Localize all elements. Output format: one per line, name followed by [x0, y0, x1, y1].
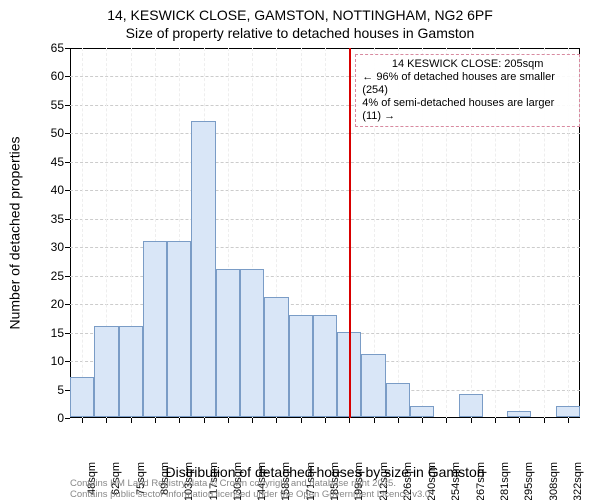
y-tick-mark	[65, 219, 70, 220]
x-tick-mark	[204, 418, 205, 423]
x-tick-mark	[568, 418, 569, 423]
y-tick-mark	[65, 333, 70, 334]
x-tick-mark	[519, 418, 520, 423]
x-tick-mark	[446, 418, 447, 423]
plot-area: 0510152025303540455055606548sqm62sqm75sq…	[70, 48, 580, 418]
x-tick-mark	[544, 418, 545, 423]
histogram-bar	[94, 326, 118, 417]
x-tick-mark	[252, 418, 253, 423]
x-tick-mark	[301, 418, 302, 423]
title-line-2: Size of property relative to detached ho…	[0, 24, 600, 42]
histogram-bar	[167, 241, 191, 417]
y-tick-mark	[65, 190, 70, 191]
gridline-v	[82, 48, 83, 418]
y-tick-mark	[65, 247, 70, 248]
callout-box: 14 KESWICK CLOSE: 205sqm← 96% of detache…	[355, 54, 580, 127]
chart-title: 14, KESWICK CLOSE, GAMSTON, NOTTINGHAM, …	[0, 6, 600, 42]
callout-line: ← 96% of detached houses are smaller (25…	[362, 71, 573, 97]
x-tick-mark	[495, 418, 496, 423]
histogram-bar	[143, 241, 167, 417]
histogram-bar	[313, 315, 337, 417]
y-tick-mark	[65, 76, 70, 77]
x-tick-mark	[106, 418, 107, 423]
footer-attribution: Contains HM Land Registry data © Crown c…	[70, 478, 433, 500]
x-tick-mark	[155, 418, 156, 423]
histogram-bar	[507, 411, 531, 417]
histogram-bar	[361, 354, 385, 417]
x-tick-mark	[276, 418, 277, 423]
histogram-bar	[191, 121, 215, 417]
y-tick-mark	[65, 162, 70, 163]
x-tick-mark	[82, 418, 83, 423]
histogram-bar	[289, 315, 313, 417]
y-tick-mark	[65, 48, 70, 49]
x-tick-mark	[374, 418, 375, 423]
title-line-1: 14, KESWICK CLOSE, GAMSTON, NOTTINGHAM, …	[0, 6, 600, 24]
footer-line-2: Contains public sector information licen…	[70, 489, 433, 500]
x-tick-mark	[398, 418, 399, 423]
reference-line	[349, 48, 351, 418]
footer-line-1: Contains HM Land Registry data © Crown c…	[70, 478, 433, 489]
y-tick-mark	[65, 276, 70, 277]
y-tick-mark	[65, 133, 70, 134]
histogram-bar	[216, 269, 240, 417]
histogram-bar	[70, 377, 94, 417]
x-tick-mark	[131, 418, 132, 423]
callout-line: 4% of semi-detached houses are larger (1…	[362, 97, 573, 123]
x-tick-mark	[422, 418, 423, 423]
histogram-bar	[240, 269, 264, 417]
histogram-bar	[459, 394, 483, 417]
y-tick-mark	[65, 105, 70, 106]
x-tick-mark	[471, 418, 472, 423]
histogram-bar	[410, 406, 434, 417]
y-tick-mark	[65, 361, 70, 362]
histogram-bar	[386, 383, 410, 417]
histogram-bar	[119, 326, 143, 417]
x-tick-mark	[228, 418, 229, 423]
x-tick-mark	[179, 418, 180, 423]
y-tick-mark	[65, 418, 70, 419]
y-tick-mark	[65, 304, 70, 305]
x-tick-mark	[349, 418, 350, 423]
y-axis-label: Number of detached properties	[6, 48, 22, 418]
x-tick-mark	[325, 418, 326, 423]
histogram-bar	[264, 297, 288, 417]
histogram-bar	[556, 406, 580, 417]
callout-line: 14 KESWICK CLOSE: 205sqm	[362, 58, 573, 71]
